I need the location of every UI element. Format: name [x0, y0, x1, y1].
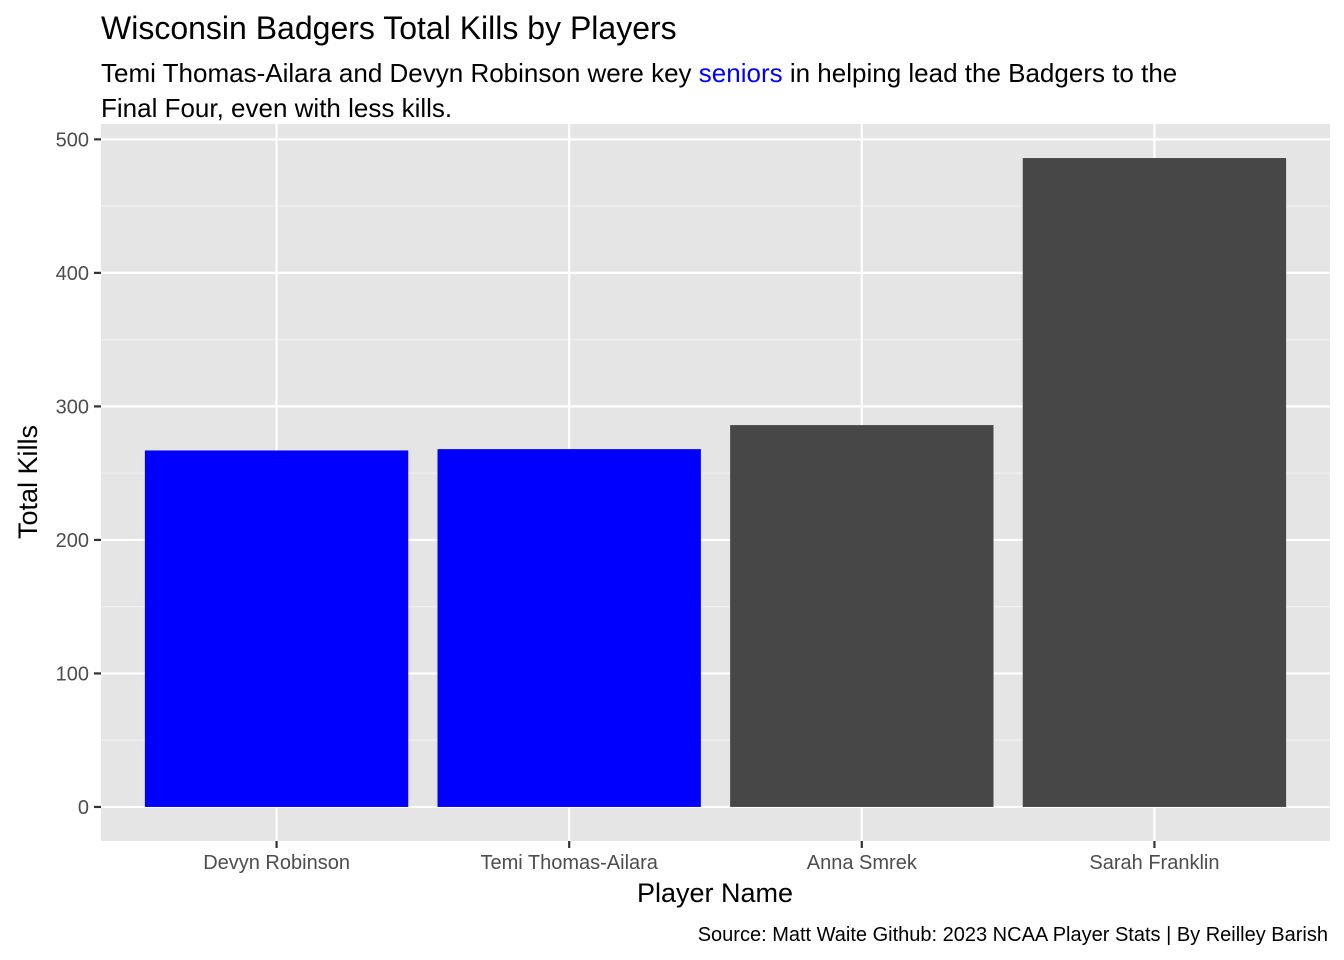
y-tick-label: 200 [56, 530, 89, 552]
x-tick-label: Sarah Franklin [1089, 852, 1219, 874]
x-tick-label: Temi Thomas-Ailara [480, 852, 658, 874]
x-tick-label: Devyn Robinson [203, 852, 350, 874]
y-tick-label: 0 [78, 797, 89, 819]
x-tick-label: Anna Smrek [807, 852, 918, 874]
chart-subtitle-line2: Final Four, even with less kills. [101, 93, 452, 123]
chart-caption: Source: Matt Waite Github: 2023 NCAA Pla… [698, 924, 1328, 946]
y-tick-label: 500 [56, 129, 89, 151]
bars [144, 158, 1287, 807]
subtitle-text-start: Temi Thomas-Ailara and Devyn Robinson we… [101, 58, 699, 88]
y-tick-label: 300 [56, 396, 89, 418]
bar-devyn-robinson [144, 450, 409, 807]
bar-anna-smrek [730, 425, 994, 807]
x-axis-title: Player Name [637, 878, 793, 908]
chart-subtitle: Temi Thomas-Ailara and Devyn Robinson we… [101, 58, 1177, 88]
bar-sarah-franklin [1022, 158, 1287, 807]
y-tick-label: 400 [56, 263, 89, 285]
subtitle-highlight-seniors: seniors [699, 58, 783, 88]
y-tick-label: 100 [56, 663, 89, 685]
y-axis-title: Total Kills [13, 425, 43, 539]
bar-temi-thomas-ailara [437, 449, 701, 807]
subtitle-text-end: in helping lead the Badgers to the [783, 58, 1178, 88]
axes: 0 100 200 300 400 500 Devyn Robinson Temi Thoma… [56, 129, 1220, 874]
chart-title: Wisconsin Badgers Total Kills by Players [101, 10, 677, 46]
